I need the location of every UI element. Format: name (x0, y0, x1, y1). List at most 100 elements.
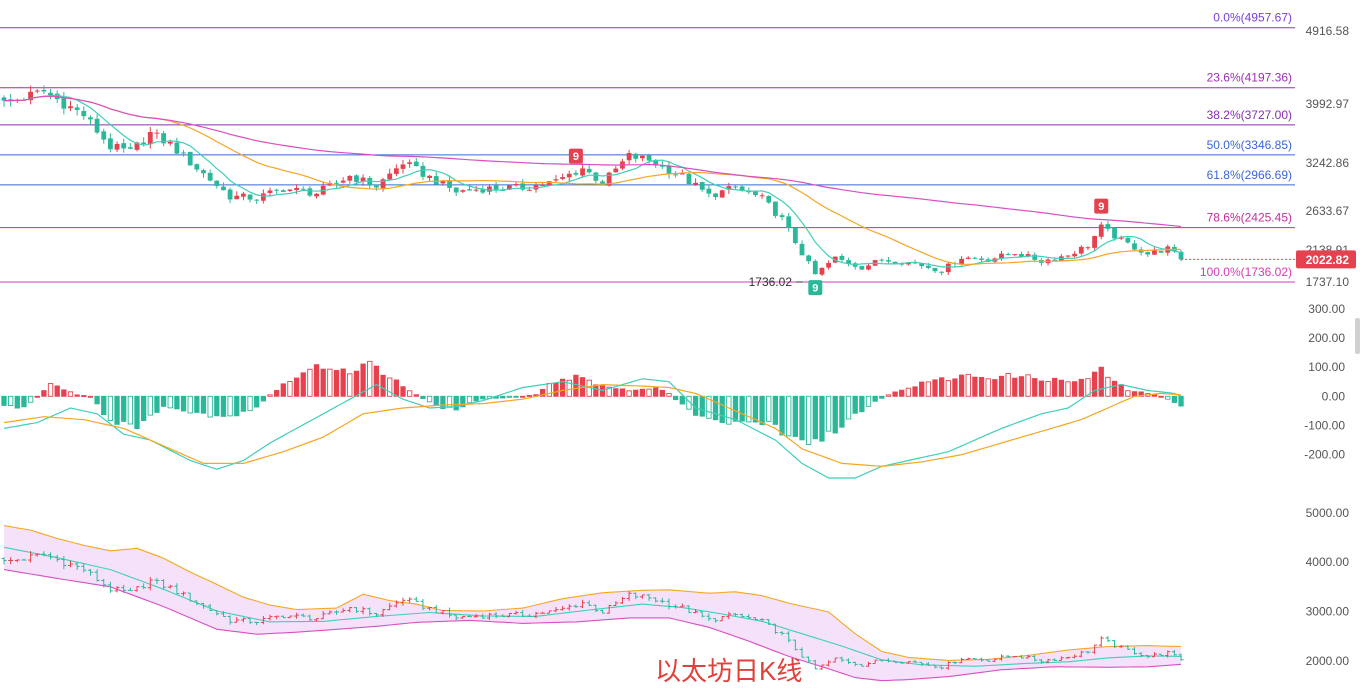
candle (247, 194, 253, 200)
macd-bar (1091, 371, 1098, 397)
macd-bar (373, 365, 380, 397)
candle (487, 186, 492, 192)
candle (673, 174, 679, 176)
candle (194, 164, 200, 170)
candle (753, 191, 758, 196)
candle (613, 168, 619, 173)
candle (453, 187, 459, 193)
macd-bar (453, 395, 459, 411)
price-axis-tick: 3992.97 (1306, 97, 1350, 111)
candle (906, 262, 911, 265)
candle (241, 193, 246, 197)
candle (773, 201, 778, 216)
candle (1092, 236, 1097, 248)
macd-bar (67, 391, 74, 397)
macd-bar (1018, 376, 1025, 397)
candle (447, 180, 452, 188)
macd-bar (420, 395, 426, 399)
candle (221, 186, 226, 191)
macd-bar (480, 395, 486, 400)
fib-label: 78.6%(2425.45) (1207, 211, 1292, 225)
macd-bar (613, 388, 619, 397)
axes-layer: 4916.583992.973242.862633.672138.911737.… (1296, 24, 1360, 668)
candle (1118, 237, 1124, 239)
macd-axis-tick: 200.00 (1308, 331, 1345, 345)
candle (1125, 238, 1131, 243)
macd-bar (666, 393, 672, 397)
candle (260, 193, 266, 201)
price-axis-tick: 1737.10 (1306, 275, 1350, 289)
macd-bar (134, 395, 140, 430)
macd-bar (154, 395, 160, 413)
candle (101, 131, 107, 140)
macd-bar (892, 391, 898, 397)
macd-bar (260, 395, 266, 402)
macd-bar (1125, 390, 1131, 397)
macd-bar (526, 395, 533, 397)
candle (413, 161, 419, 167)
macd-bar (673, 395, 679, 401)
candle (925, 265, 931, 268)
macd-bar (194, 395, 200, 413)
lower-axis-tick: 5000.00 (1306, 506, 1350, 520)
scrollbar-handle[interactable] (1355, 318, 1360, 354)
macd-bar (220, 395, 227, 417)
candle (766, 196, 772, 203)
macd-bar (433, 395, 439, 406)
candle (493, 185, 499, 190)
macd-bar (932, 379, 938, 397)
candle (473, 189, 479, 191)
candle (134, 142, 140, 150)
macd-bar (819, 395, 825, 442)
macd-bar (739, 395, 745, 422)
candle (999, 253, 1004, 259)
macd-bar (1085, 378, 1091, 397)
price-axis-tick: 2633.67 (1306, 204, 1350, 218)
macd-bar (540, 388, 546, 397)
candle (1, 97, 7, 101)
macd-bar (786, 395, 792, 437)
macd-bar (1005, 372, 1011, 397)
macd-bar (473, 395, 479, 402)
candle (94, 118, 100, 133)
macd-bar (1045, 381, 1051, 397)
macd-bar (879, 395, 885, 399)
macd-bar (912, 386, 918, 397)
candle (227, 189, 233, 200)
price-axis-tick: 3242.86 (1306, 156, 1350, 170)
candle (300, 188, 306, 190)
macd-bar (779, 395, 785, 436)
candle (307, 188, 313, 196)
macd-bar (852, 395, 858, 414)
macd-bar (1138, 391, 1144, 397)
macd-bar (254, 395, 260, 408)
macd-bar (160, 395, 167, 407)
candle (1012, 254, 1018, 256)
macd-bar (114, 395, 120, 425)
td-marker-label: 9 (812, 283, 818, 295)
candle (879, 259, 885, 261)
macd-bar (227, 395, 233, 417)
candle (280, 190, 286, 192)
candle (141, 142, 147, 145)
macd-bar (633, 389, 639, 397)
macd-bar (626, 390, 632, 397)
candle (161, 133, 166, 144)
macd-bar (300, 372, 306, 397)
macd-bar (466, 395, 473, 404)
candle (267, 190, 273, 193)
candle (826, 262, 831, 268)
macd-bar (14, 395, 20, 409)
candle (912, 262, 918, 264)
ma-line-0 (4, 94, 1182, 268)
macd-bar (360, 363, 366, 397)
candle (939, 271, 945, 273)
macd-bar (1118, 384, 1124, 397)
candle (839, 255, 845, 260)
candle (945, 263, 951, 273)
fib-label: 0.0%(4957.67) (1213, 11, 1292, 25)
macd-bar (812, 395, 818, 440)
macd-bar (792, 395, 799, 437)
price-axis-tick: 4916.58 (1306, 24, 1350, 38)
